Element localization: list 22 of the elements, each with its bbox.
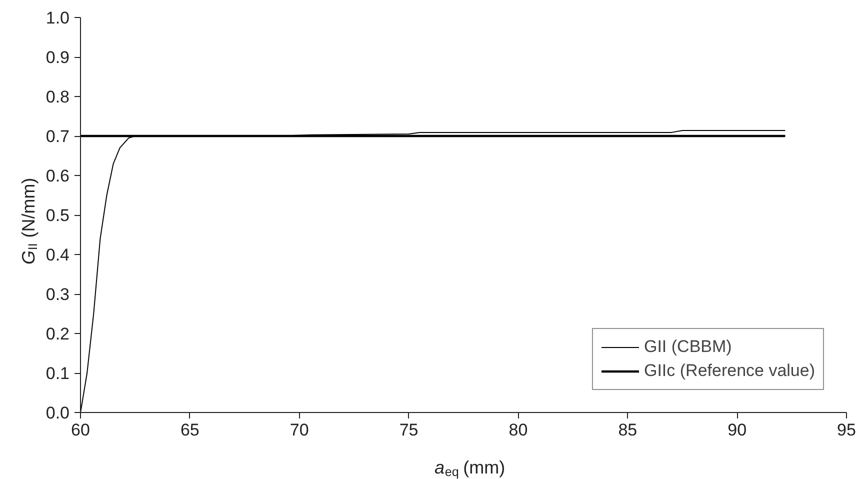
x-tick-label: 70 — [290, 420, 309, 440]
y-tick-label: 0.3 — [46, 285, 70, 304]
y-tick-label: 0.6 — [46, 166, 70, 186]
x-tick-label: 60 — [71, 420, 90, 440]
x-tick-label: 65 — [180, 420, 200, 440]
x-tick-label: 80 — [508, 420, 528, 440]
y-tick-label: 0.8 — [46, 88, 70, 106]
x-tick-label: 85 — [618, 420, 638, 440]
y-tick-label: 1.0 — [46, 8, 70, 28]
x-tick-label: 75 — [399, 420, 418, 440]
x-tick-label: 90 — [728, 420, 747, 440]
y-tick-label: 0.0 — [46, 404, 70, 422]
legend-label: GII (CBBM) — [644, 337, 732, 357]
y-tick-label: 0.7 — [46, 127, 70, 146]
y-tick-label: 0.2 — [46, 324, 70, 344]
y-tick-label: 0.9 — [46, 48, 70, 67]
x-tick-label: 95 — [837, 420, 856, 440]
y-tick-label: 0.1 — [46, 364, 70, 383]
y-tick-label: 0.5 — [46, 206, 70, 225]
y-tick-label: 0.4 — [46, 246, 70, 264]
legend-label: GIIc (Reference value) — [644, 361, 815, 381]
y-axis-title: GII (N/mm) — [18, 178, 40, 264]
